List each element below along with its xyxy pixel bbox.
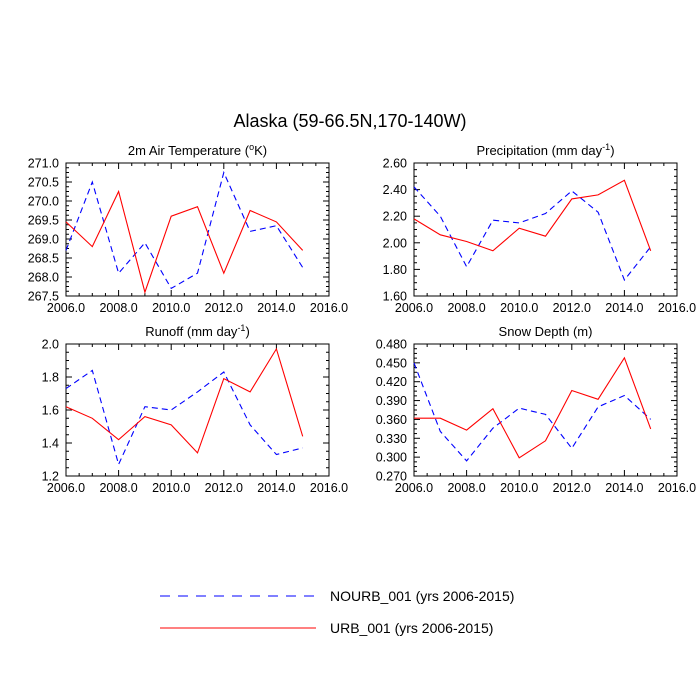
panel-title: Runoff (mm day-1) xyxy=(145,323,250,339)
y-tick-label: 0.360 xyxy=(376,413,407,427)
y-tick-label: 2.40 xyxy=(383,183,407,197)
x-tick-label: 2012.0 xyxy=(205,481,243,495)
panel-4: Snow Depth (m) 2006.0 2008.0 2010.0 2012.0 20… xyxy=(376,324,696,495)
x-tick-label: 2010.0 xyxy=(500,301,538,315)
y-tick-label: 267.5 xyxy=(28,290,59,304)
x-tick-label: 2014.0 xyxy=(605,481,643,495)
series-line-urb-001 xyxy=(65,347,304,454)
series-line-urb-001 xyxy=(413,179,652,252)
plot-frame xyxy=(65,343,330,477)
x-tick-label: 2016.0 xyxy=(658,481,696,495)
x-tick-label: 2008.0 xyxy=(99,301,137,315)
y-tick-label: 1.8 xyxy=(42,371,59,385)
x-tick-label: 2010.0 xyxy=(152,481,190,495)
x-tick-label: 2014.0 xyxy=(257,481,295,495)
x-tick-label: 2010.0 xyxy=(152,301,190,315)
y-tick-label: 1.60 xyxy=(383,290,407,304)
x-tick-label: 2016.0 xyxy=(658,301,696,315)
panel-2: Precipitation (mm day-1) 2006.0 2008.0 2010… xyxy=(383,142,697,315)
x-tick-label: 2010.0 xyxy=(500,481,538,495)
y-tick-label: 271.0 xyxy=(28,157,59,171)
y-tick-label: 268.0 xyxy=(28,271,59,285)
y-tick-label: 0.420 xyxy=(376,375,407,389)
y-tick-label: 0.480 xyxy=(376,338,407,352)
legend-label: NOURB_001 (yrs 2006-2015) xyxy=(330,588,514,604)
x-tick-label: 2012.0 xyxy=(205,301,243,315)
series-line-urb-001 xyxy=(65,189,304,295)
y-tick-label: 268.5 xyxy=(28,252,59,266)
panel-title: 2m Air Temperature (oK) xyxy=(128,142,267,158)
series-line-nourb-001 xyxy=(413,362,652,462)
legend-label: URB_001 (yrs 2006-2015) xyxy=(330,620,493,636)
y-tick-label: 0.450 xyxy=(376,356,407,370)
y-tick-label: 1.2 xyxy=(42,470,59,484)
y-tick-label: 2.60 xyxy=(383,157,407,171)
x-tick-label: 2012.0 xyxy=(553,301,591,315)
series-line-nourb-001 xyxy=(413,186,652,282)
x-tick-label: 2016.0 xyxy=(310,481,348,495)
x-tick-label: 2012.0 xyxy=(553,481,591,495)
plot-frame xyxy=(413,162,678,297)
series-line-urb-001 xyxy=(414,356,652,459)
y-tick-label: 0.390 xyxy=(376,394,407,408)
x-tick-label: 2016.0 xyxy=(310,301,348,315)
panel-1: 2m Air Temperature (oK) 2006.0 2008.0 2010.… xyxy=(28,142,348,315)
x-tick-label: 2006.0 xyxy=(47,301,85,315)
y-tick-label: 269.5 xyxy=(28,214,59,228)
figure-title: Alaska (59-66.5N,170-140W) xyxy=(233,111,466,131)
y-tick-label: 1.4 xyxy=(42,437,59,451)
x-tick-label: 2006.0 xyxy=(395,481,433,495)
legend: NOURB_001 (yrs 2006-2015) URB_001 (yrs 20… xyxy=(160,588,514,636)
panel-title: Snow Depth (m) xyxy=(499,324,593,339)
panels: 2m Air Temperature (oK) 2006.0 2008.0 2010.… xyxy=(28,142,696,495)
series-line-nourb-001 xyxy=(65,369,303,466)
y-tick-label: 270.5 xyxy=(28,176,59,190)
x-tick-label: 2008.0 xyxy=(447,301,485,315)
panel-title: Precipitation (mm day-1) xyxy=(476,142,614,158)
y-tick-label: 2.0 xyxy=(42,338,59,352)
plot-frame xyxy=(413,343,678,477)
y-tick-label: 270.0 xyxy=(28,195,59,209)
y-tick-label: 2.00 xyxy=(383,236,407,250)
x-tick-label: 2014.0 xyxy=(605,301,643,315)
x-tick-label: 2006.0 xyxy=(395,301,433,315)
y-tick-label: 1.80 xyxy=(383,263,407,277)
y-tick-label: 1.6 xyxy=(42,404,59,418)
y-tick-label: 0.330 xyxy=(376,432,407,446)
y-tick-label: 0.270 xyxy=(376,470,407,484)
y-tick-label: 0.300 xyxy=(376,451,407,465)
x-tick-label: 2008.0 xyxy=(99,481,137,495)
y-tick-label: 269.0 xyxy=(28,233,59,247)
panel-3: Runoff (mm day-1) 2006.0 2008.0 2010.0 2012.… xyxy=(42,323,349,495)
y-tick-label: 2.20 xyxy=(383,210,407,224)
x-tick-label: 2008.0 xyxy=(447,481,485,495)
series-line-nourb-001 xyxy=(65,170,304,290)
x-tick-label: 2006.0 xyxy=(47,481,85,495)
x-tick-label: 2014.0 xyxy=(257,301,295,315)
